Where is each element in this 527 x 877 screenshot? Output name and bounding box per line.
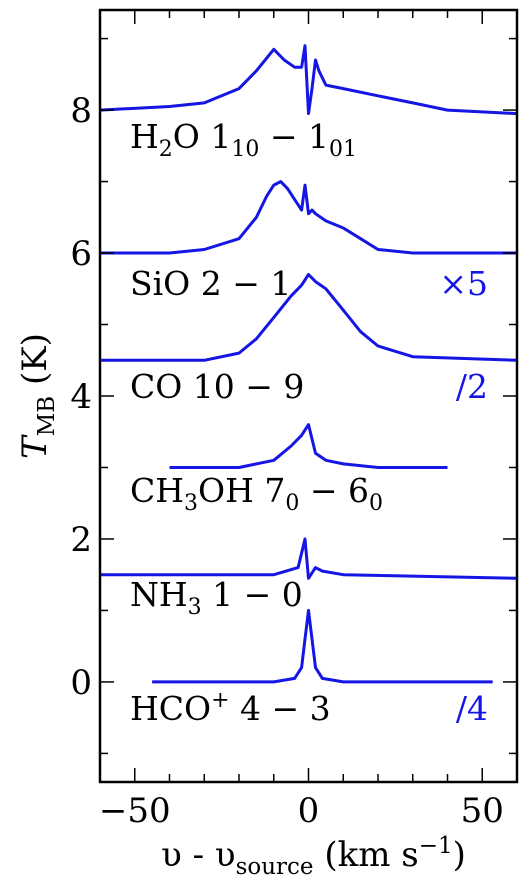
x-axis-label: υ - υsource (km s−1) <box>161 833 466 877</box>
series-label-co: CO 10 − 9 <box>130 367 304 406</box>
y-tick-label: 4 <box>70 377 92 417</box>
series-label-h2o: H2O 110 − 101 <box>130 117 357 162</box>
axis-ticks <box>99 10 518 782</box>
y-tick-label: 2 <box>70 520 92 560</box>
y-axis-label: TMB (K) <box>15 333 60 459</box>
series-line-co <box>100 273 518 362</box>
series-line-hco <box>152 608 493 684</box>
series-label-nh3: NH3 1 − 0 <box>130 575 303 620</box>
series-line-ch3oh <box>169 423 448 469</box>
x-tick-label: 0 <box>298 791 320 831</box>
series-labels: H2O 110 − 101 SiO 2 − 1 ×5 CO 10 − 9/2 CH3OH… <box>130 117 488 728</box>
series-label-ch3oh: CH3OH 70 − 60 <box>130 471 383 516</box>
y-tick-label: 0 <box>70 663 92 703</box>
y-tick-label: 8 <box>70 91 92 131</box>
series-label-sio: SiO 2 − 1 <box>130 264 291 303</box>
spectra-lines <box>99 44 518 684</box>
tick-labels: −50 0 50 0 2 4 6 8 <box>70 91 504 831</box>
series-scale-hco: /4 <box>456 689 488 728</box>
series-line-sio <box>100 180 517 255</box>
series-scale-co: /2 <box>456 367 488 406</box>
series-line-nh3 <box>100 537 518 580</box>
x-tick-label: 50 <box>461 791 504 831</box>
series-line-h2o <box>99 44 518 116</box>
y-tick-label: 6 <box>70 234 92 274</box>
series-scale-sio: ×5 <box>439 264 488 303</box>
x-tick-label: −50 <box>99 791 171 831</box>
series-label-hco: HCO+ 4 − 3 <box>130 688 331 728</box>
